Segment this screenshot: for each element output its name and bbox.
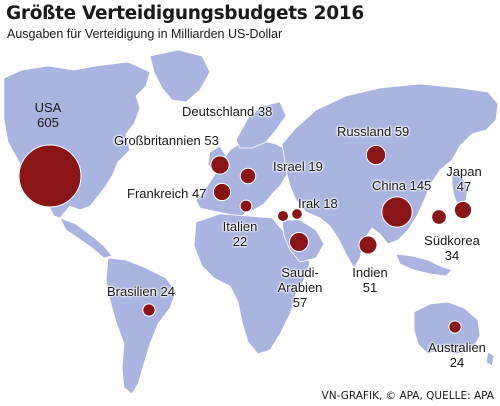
chart-subtitle: Ausgaben für Verteidigung in Milliarden … bbox=[7, 27, 283, 41]
bubble-china bbox=[381, 196, 413, 228]
label-italien-value: 22 bbox=[232, 234, 248, 249]
label-israel: Israel 19 bbox=[273, 159, 323, 174]
label-usa: USA 605 bbox=[28, 100, 68, 130]
bubble-indien bbox=[358, 235, 378, 255]
label-indien-name: Indien bbox=[352, 265, 388, 280]
bubble-usa bbox=[18, 144, 82, 208]
label-australien-value: 24 bbox=[449, 355, 465, 370]
asia-landmass bbox=[281, 83, 499, 269]
label-italien: Italien 22 bbox=[214, 219, 266, 249]
label-japan: Japan 47 bbox=[440, 164, 488, 194]
label-saudi-arabien-value: 57 bbox=[292, 295, 308, 310]
label-saudi-arabien: Saudi- Arabien 57 bbox=[274, 265, 326, 310]
label-saudi-arabien-line1: Saudi- bbox=[281, 265, 319, 280]
budget-bubbles bbox=[18, 144, 473, 334]
label-deutschland-value: 38 bbox=[257, 104, 273, 119]
label-china-name: China bbox=[372, 178, 406, 193]
new-zealand-landmass bbox=[485, 351, 495, 367]
label-usa-value: 605 bbox=[37, 115, 59, 130]
label-russland-value: 59 bbox=[394, 124, 410, 139]
bubble-australien bbox=[448, 320, 462, 334]
bubble-brasilien bbox=[142, 303, 156, 317]
label-israel-name: Israel bbox=[273, 159, 305, 174]
bubble-saudi-arabien bbox=[288, 231, 310, 253]
label-frankreich-name: Frankreich bbox=[127, 186, 189, 201]
bubble-suedkorea bbox=[431, 209, 447, 225]
bubble-grossbritannien bbox=[210, 155, 230, 175]
label-irak-name: Irak bbox=[298, 196, 320, 211]
label-grossbritannien-value: 53 bbox=[204, 133, 219, 148]
label-japan-value: 47 bbox=[456, 179, 472, 194]
label-grossbritannien: Großbritannien 53 bbox=[114, 133, 219, 148]
label-brasilien: Brasilien 24 bbox=[107, 284, 175, 299]
label-indien: Indien 51 bbox=[346, 265, 394, 295]
label-deutschland-name: Deutschland bbox=[182, 104, 255, 119]
label-indien-value: 51 bbox=[362, 280, 378, 295]
label-brasilien-value: 24 bbox=[160, 284, 175, 299]
chart-title: Größte Verteidigungsbudgets 2016 bbox=[6, 3, 364, 24]
bubble-frankreich bbox=[212, 182, 232, 202]
source-credit: VN-GRAFIK, © APA, QUELLE: APA bbox=[321, 390, 494, 402]
bubble-irak bbox=[291, 208, 303, 220]
label-irak: Irak 18 bbox=[298, 196, 338, 211]
label-china-value: 145 bbox=[409, 178, 432, 193]
label-russland: Russland 59 bbox=[337, 124, 409, 139]
label-frankreich: Frankreich 47 bbox=[127, 186, 207, 201]
label-china: China 145 bbox=[372, 178, 431, 193]
label-russland-name: Russland bbox=[337, 124, 392, 139]
central-america-landmass bbox=[59, 217, 113, 259]
label-suedkorea-name: Südkorea bbox=[424, 233, 480, 248]
bubble-deutschland bbox=[239, 167, 257, 185]
bubble-japan bbox=[453, 200, 473, 220]
africa-landmass bbox=[193, 213, 311, 355]
label-australien: Australien 24 bbox=[421, 340, 493, 370]
scandinavia-landmass bbox=[235, 101, 287, 149]
label-frankreich-value: 47 bbox=[192, 186, 207, 201]
sea-islands-landmass bbox=[395, 253, 453, 277]
label-japan-name: Japan bbox=[446, 164, 482, 179]
label-israel-value: 19 bbox=[308, 159, 323, 174]
label-brasilien-name: Brasilien bbox=[107, 284, 157, 299]
bubble-israel bbox=[277, 210, 289, 222]
bubble-italien bbox=[239, 199, 253, 213]
greenland-landmass bbox=[149, 49, 211, 103]
label-australien-name: Australien bbox=[428, 340, 486, 355]
label-saudi-arabien-line2: Arabien bbox=[277, 280, 323, 295]
label-deutschland: Deutschland 38 bbox=[182, 104, 272, 119]
label-italien-name: Italien bbox=[222, 219, 258, 234]
australia-landmass bbox=[413, 301, 481, 355]
label-suedkorea: Südkorea 34 bbox=[420, 233, 484, 263]
label-usa-name: USA bbox=[34, 100, 62, 115]
label-irak-value: 18 bbox=[323, 196, 338, 211]
bubble-russland bbox=[365, 144, 387, 166]
label-grossbritannien-name: Großbritannien bbox=[114, 133, 201, 148]
label-suedkorea-value: 34 bbox=[444, 248, 460, 263]
south-america-landmass bbox=[105, 257, 177, 395]
